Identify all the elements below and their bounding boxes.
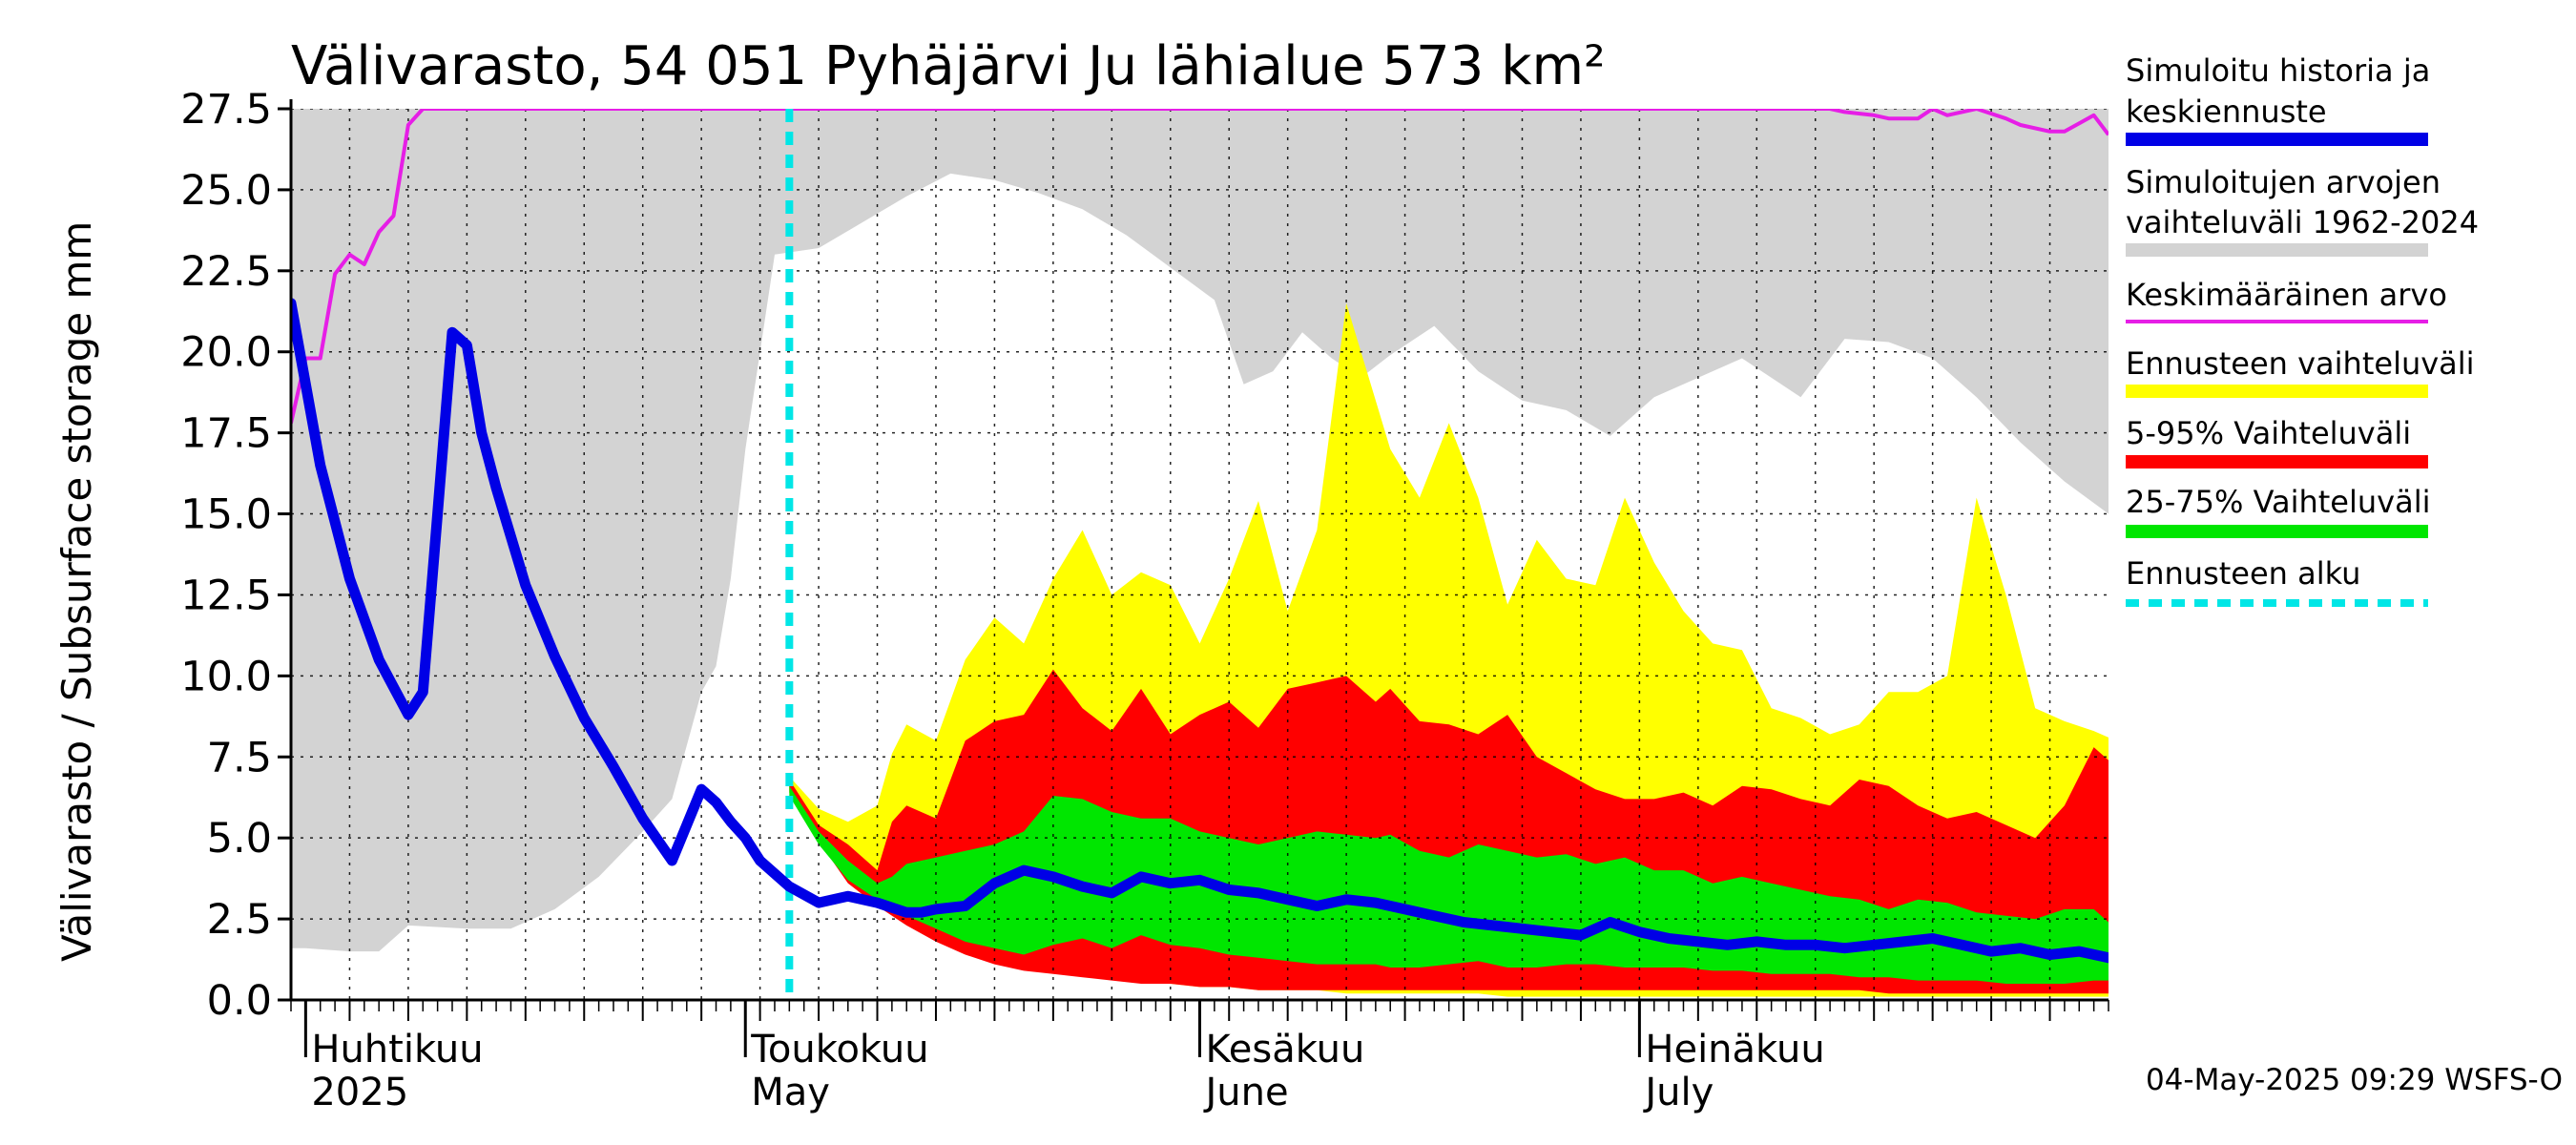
legend-label: Simuloitujen arvojen <box>2126 164 2441 200</box>
grid-lines <box>291 109 2109 1000</box>
x-month-label-second: June <box>1203 1071 1289 1114</box>
x-month-label: Heinäkuu <box>1645 1028 1824 1072</box>
p25-75-band <box>789 785 2109 984</box>
y-tick-label: 25.0 <box>180 167 272 215</box>
x-month-label-second: 2025 <box>311 1071 408 1114</box>
y-tick-label: 2.5 <box>207 896 272 944</box>
historical-range-band <box>291 109 2109 952</box>
legend-label: Ennusteen vaihteluväli <box>2126 345 2475 382</box>
y-tick-label: 12.5 <box>180 572 272 619</box>
x-month-label: Huhtikuu <box>311 1028 483 1072</box>
legend-label: 5-95% Vaihteluväli <box>2126 415 2411 451</box>
mean-line <box>291 109 2109 424</box>
plot-area <box>289 99 2109 1002</box>
x-month-label: Kesäkuu <box>1206 1028 1365 1072</box>
legend-label: Keskimääräinen arvo <box>2126 277 2447 313</box>
legend-label: 25-75% Vaihteluväli <box>2126 484 2430 520</box>
x-month-label-second: May <box>751 1071 830 1114</box>
legend: Simuloitu historia ja keskiennuste Simuloi… <box>2126 52 2479 607</box>
x-month-label: Toukokuu <box>750 1028 928 1072</box>
plot-content <box>291 109 2109 1000</box>
y-tick-label: 22.5 <box>180 248 272 296</box>
legend-label: Ennusteen alku <box>2126 555 2360 592</box>
y-tick-label: 5.0 <box>207 815 272 863</box>
y-tick-label: 17.5 <box>180 410 272 458</box>
chart-title: Välivarasto, 54 051 Pyhäjärvi Ju lähialu… <box>291 35 1606 97</box>
y-tick-label: 20.0 <box>180 329 272 377</box>
y-axis-label: Välivarasto / Subsurface storage mm <box>53 221 100 962</box>
y-tick-label: 0.0 <box>207 977 272 1025</box>
legend-label-second: vaihteluväli 1962-2024 <box>2126 204 2479 240</box>
x-month-label-second: July <box>1642 1071 1714 1114</box>
timestamp-label: 04-May-2025 09:29 WSFS-O <box>2146 1063 2563 1097</box>
median-line <box>291 298 2109 964</box>
y-tick-label: 10.0 <box>180 653 272 700</box>
legend-label: Simuloitu historia ja <box>2126 52 2430 89</box>
y-tick-label: 7.5 <box>207 734 272 781</box>
y-tick-label: 15.0 <box>180 491 272 539</box>
y-tick-label: 27.5 <box>180 86 272 134</box>
y-axis-ticks: 0.0 2.5 5.0 7.5 10.0 12.5 15.0 17.5 20.0 22.5 25.0… <box>180 86 291 1025</box>
legend-label-second: keskiennuste <box>2126 94 2327 130</box>
